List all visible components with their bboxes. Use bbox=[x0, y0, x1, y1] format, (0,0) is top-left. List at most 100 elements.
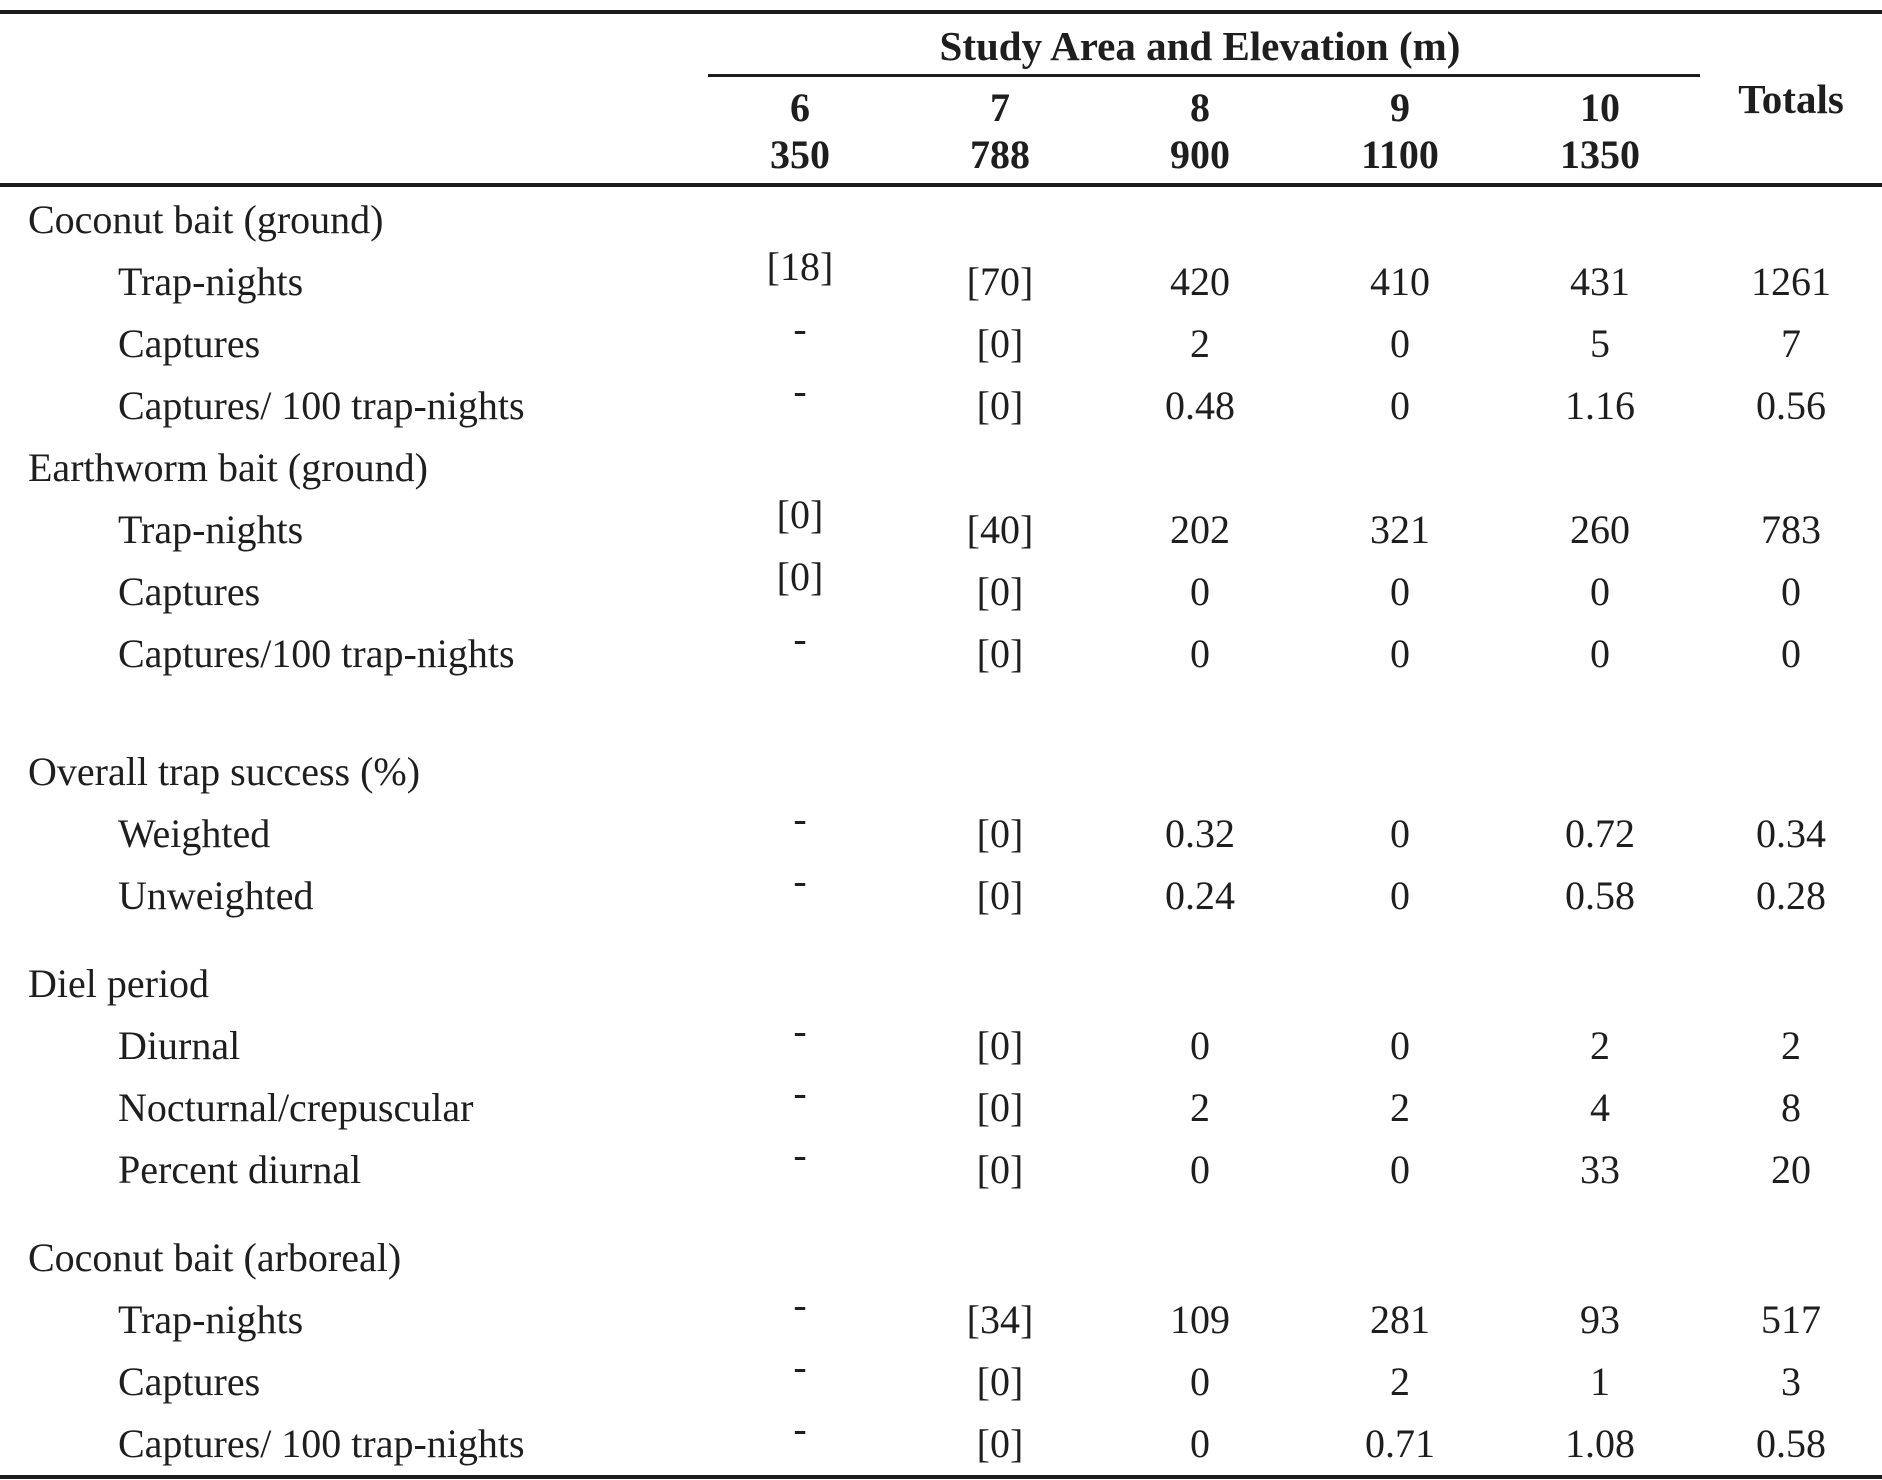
value-cell-area-7: [34] bbox=[900, 1289, 1100, 1351]
value-text: - bbox=[793, 368, 807, 413]
value-cell-area-9: 0 bbox=[1300, 623, 1500, 685]
value-text: 2 bbox=[1190, 321, 1210, 366]
value-cell-area-8: 2 bbox=[1100, 313, 1300, 375]
table-row: Captures/100 trap-nights - [0] 0 0 0 0 bbox=[0, 616, 1882, 685]
value-cell-area-6: [0] bbox=[700, 492, 900, 561]
section-label: Earthworm bait (ground) bbox=[28, 445, 428, 490]
value-cell-area-7: [0] bbox=[900, 803, 1100, 865]
row-label: Captures/100 trap-nights bbox=[118, 631, 515, 676]
value-cell-area-8: 109 bbox=[1100, 1289, 1300, 1351]
value-cell-area-9: 0 bbox=[1300, 1015, 1500, 1077]
value-cell-area-8: 0 bbox=[1100, 1351, 1300, 1413]
column-group-rule bbox=[708, 74, 1700, 77]
value-cell-area-9: 0 bbox=[1300, 803, 1500, 865]
total-cell: 2 bbox=[1781, 1023, 1801, 1068]
row-label: Trap-nights bbox=[118, 507, 304, 552]
value-cell-area-10: 1.16 bbox=[1500, 375, 1700, 437]
value-cell-area-7: [0] bbox=[900, 561, 1100, 623]
total-cell: 7 bbox=[1781, 321, 1801, 366]
value-text: - bbox=[793, 306, 807, 351]
value-text: 0.58 bbox=[1565, 873, 1635, 918]
value-cell-area-9: 0 bbox=[1300, 375, 1500, 437]
value-text: 0.48 bbox=[1165, 383, 1235, 428]
value-text: - bbox=[793, 858, 807, 903]
value-cell-area-9: 281 bbox=[1300, 1289, 1500, 1351]
value-cell-area-8: 0 bbox=[1100, 623, 1300, 685]
value-text: 260 bbox=[1570, 507, 1630, 552]
value-text: 2 bbox=[1190, 1085, 1210, 1130]
total-cell: 8 bbox=[1781, 1085, 1801, 1130]
value-text: [0] bbox=[976, 1421, 1024, 1466]
value-text: 0 bbox=[1190, 569, 1210, 614]
value-text: [0] bbox=[976, 1023, 1024, 1068]
value-cell-area-9: 410 bbox=[1300, 251, 1500, 313]
total-cell: 783 bbox=[1761, 507, 1821, 552]
value-cell-area-10: 1.08 bbox=[1500, 1413, 1700, 1475]
value-text: 0.71 bbox=[1365, 1421, 1435, 1466]
table-row: Nocturnal/crepuscular - [0] 2 2 4 8 bbox=[0, 1070, 1882, 1139]
row-label: Trap-nights bbox=[118, 259, 304, 304]
value-text: [0] bbox=[976, 873, 1024, 918]
value-text: - bbox=[793, 616, 807, 661]
value-text: - bbox=[793, 1344, 807, 1389]
value-text: [0] bbox=[776, 492, 824, 537]
total-cell: 1261 bbox=[1751, 259, 1831, 304]
value-cell-area-8: 0.48 bbox=[1100, 375, 1300, 437]
value-cell-area-10: 33 bbox=[1500, 1139, 1700, 1201]
value-cell-area-7: [0] bbox=[900, 1351, 1100, 1413]
value-text: 431 bbox=[1570, 259, 1630, 304]
value-text: [0] bbox=[976, 1085, 1024, 1130]
value-text: [40] bbox=[966, 507, 1034, 552]
value-cell-area-10: 5 bbox=[1500, 313, 1700, 375]
table-row: Captures [0] [0] 0 0 0 0 bbox=[0, 554, 1882, 623]
value-cell-area-10: 2 bbox=[1500, 1015, 1700, 1077]
value-cell-area-6: - bbox=[700, 1344, 900, 1413]
table-row: Trap-nights [18] [70] 420 410 431 1261 bbox=[0, 244, 1882, 313]
value-text: [18] bbox=[766, 244, 834, 289]
value-text: 0 bbox=[1590, 631, 1610, 676]
value-text: 0 bbox=[1190, 1147, 1210, 1192]
row-label: Unweighted bbox=[118, 873, 314, 918]
value-text: - bbox=[793, 1132, 807, 1177]
value-text: - bbox=[793, 1070, 807, 1115]
value-cell-area-6: - bbox=[700, 306, 900, 375]
value-text: 0 bbox=[1190, 1421, 1210, 1466]
table-row: Unweighted - [0] 0.24 0 0.58 0.28 bbox=[0, 858, 1882, 927]
value-text: 5 bbox=[1590, 321, 1610, 366]
value-cell-area-7: [0] bbox=[900, 1139, 1100, 1201]
value-cell-area-6: - bbox=[700, 1406, 900, 1475]
table-row: Percent diurnal - [0] 0 0 33 20 bbox=[0, 1132, 1882, 1201]
total-cell: 20 bbox=[1771, 1147, 1811, 1192]
table-row: Diurnal - [0] 0 0 2 2 bbox=[0, 1008, 1882, 1077]
value-cell-area-9: 2 bbox=[1300, 1077, 1500, 1139]
value-cell-area-7: [0] bbox=[900, 1015, 1100, 1077]
column-header-area-6: 6 bbox=[790, 85, 810, 130]
value-cell-area-9: 0 bbox=[1300, 1139, 1500, 1201]
value-text: 410 bbox=[1370, 259, 1430, 304]
value-text: 33 bbox=[1580, 1147, 1620, 1192]
value-cell-area-9: 0 bbox=[1300, 865, 1500, 927]
value-text: 2 bbox=[1390, 1359, 1410, 1404]
value-cell-area-8: 0.32 bbox=[1100, 803, 1300, 865]
row-label: Captures/ 100 trap-nights bbox=[118, 1421, 525, 1466]
section-label: Overall trap success (%) bbox=[28, 749, 421, 794]
total-cell: 0.34 bbox=[1756, 811, 1826, 856]
total-cell: 0.56 bbox=[1756, 383, 1826, 428]
value-text: 1.08 bbox=[1565, 1421, 1635, 1466]
value-cell-area-6: [0] bbox=[700, 554, 900, 623]
value-cell-area-8: 0 bbox=[1100, 1015, 1300, 1077]
value-text: 1 bbox=[1590, 1359, 1610, 1404]
value-text: [0] bbox=[976, 569, 1024, 614]
value-cell-area-6: - bbox=[700, 1070, 900, 1139]
value-text: - bbox=[793, 796, 807, 841]
value-cell-area-7: [0] bbox=[900, 1077, 1100, 1139]
value-cell-area-9: 0 bbox=[1300, 313, 1500, 375]
value-text: 2 bbox=[1590, 1023, 1610, 1068]
value-cell-area-9: 321 bbox=[1300, 499, 1500, 561]
total-cell: 517 bbox=[1761, 1297, 1821, 1342]
value-cell-area-8: 420 bbox=[1100, 251, 1300, 313]
value-text: 0 bbox=[1590, 569, 1610, 614]
value-cell-area-6: - bbox=[700, 368, 900, 437]
total-cell: 0 bbox=[1781, 569, 1801, 614]
